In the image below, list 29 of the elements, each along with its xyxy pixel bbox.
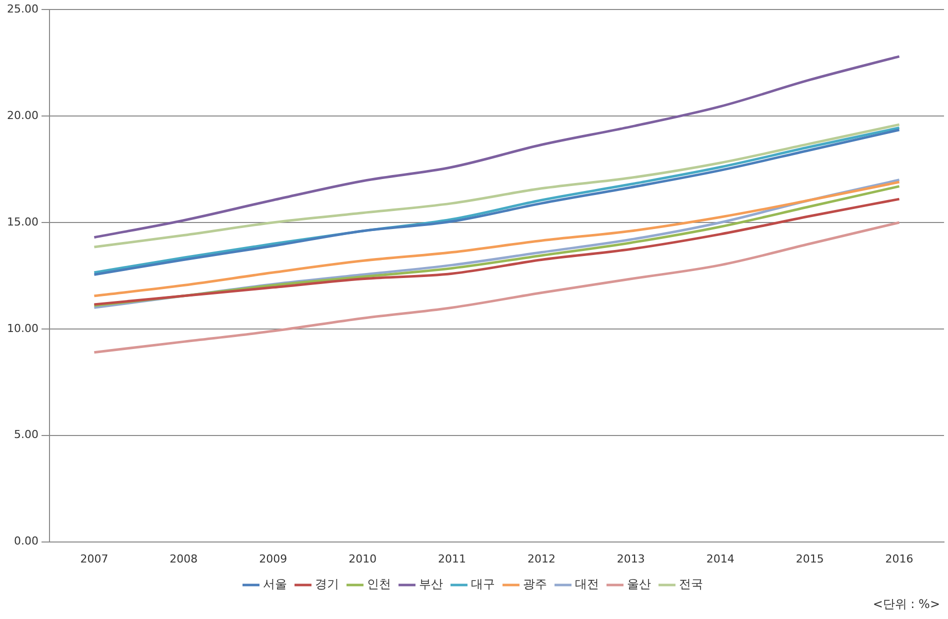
y-tick-label: 15.00 <box>6 215 38 228</box>
x-tick-label: 2014 <box>706 552 734 566</box>
legend-label: 서울 <box>263 577 287 592</box>
legend-label: 전국 <box>679 577 703 592</box>
legend-label: 부산 <box>419 577 443 592</box>
legend-label: 인천 <box>367 577 391 592</box>
legend-label: 경기 <box>315 577 339 592</box>
x-tick-label: 2007 <box>80 552 108 566</box>
x-tick-label: 2013 <box>616 552 645 566</box>
y-tick-label: 5.00 <box>14 428 38 442</box>
y-tick-label: 25.00 <box>6 2 38 16</box>
text: <단위 : %> <box>872 596 940 613</box>
line-series <box>92 55 901 239</box>
x-tick-label: 2010 <box>348 552 377 566</box>
legend-label: 울산 <box>627 577 651 592</box>
x-tick-label: 2008 <box>170 552 198 566</box>
y-tick-label: 10.00 <box>6 322 38 335</box>
y-tick-label: 20.00 <box>6 108 38 122</box>
x-tick-label: 2016 <box>885 552 914 566</box>
x-tick-label: 2015 <box>796 552 824 566</box>
y-tick-label: 0.00 <box>14 534 38 548</box>
legend-label: 대전 <box>575 577 599 592</box>
legend-label: 광주 <box>523 577 547 592</box>
x-tick-label: 2009 <box>259 552 288 566</box>
x-tick-label: 2011 <box>438 552 466 566</box>
line-series <box>92 221 901 354</box>
line-series <box>92 123 901 248</box>
x-tick-label: 2012 <box>527 552 556 566</box>
legend-label: 대구 <box>471 577 495 592</box>
